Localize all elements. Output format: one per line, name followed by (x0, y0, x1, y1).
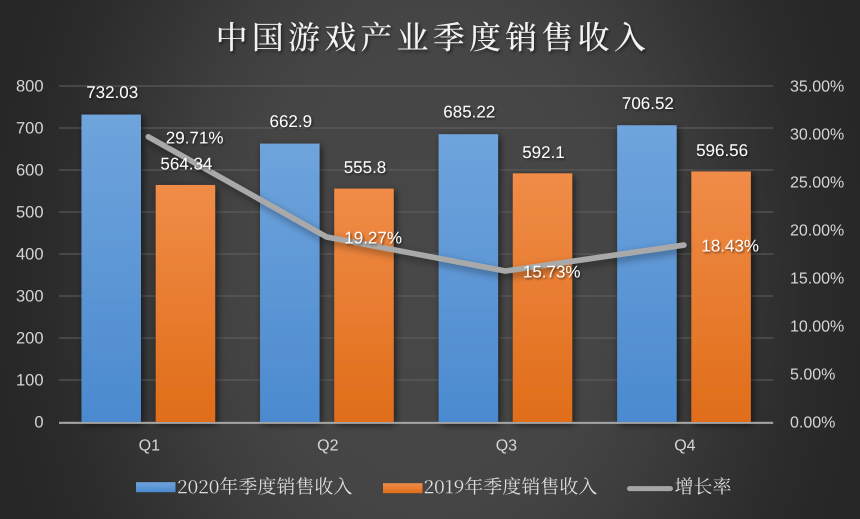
svg-text:Q4: Q4 (674, 438, 695, 455)
svg-text:600: 600 (16, 162, 44, 180)
svg-text:100: 100 (16, 372, 44, 390)
svg-text:5.00%: 5.00% (790, 367, 835, 384)
svg-text:0: 0 (34, 414, 43, 432)
svg-text:35.00%: 35.00% (790, 79, 844, 96)
svg-text:0.00%: 0.00% (790, 415, 835, 432)
svg-text:592.1: 592.1 (522, 143, 565, 162)
svg-text:15.00%: 15.00% (790, 271, 844, 288)
svg-text:29.71%: 29.71% (166, 128, 224, 147)
svg-text:700: 700 (16, 120, 44, 138)
svg-text:30.00%: 30.00% (790, 127, 844, 144)
svg-text:19.27%: 19.27% (344, 229, 402, 248)
svg-text:10.00%: 10.00% (790, 319, 844, 336)
svg-text:200: 200 (16, 330, 44, 348)
svg-text:Q3: Q3 (496, 438, 517, 455)
svg-text:732.03: 732.03 (86, 83, 138, 102)
svg-text:20.00%: 20.00% (790, 223, 844, 240)
svg-text:300: 300 (16, 288, 44, 306)
svg-text:596.56: 596.56 (696, 141, 748, 160)
svg-text:400: 400 (16, 246, 44, 264)
svg-text:15.73%: 15.73% (523, 263, 581, 282)
svg-text:Q2: Q2 (317, 438, 338, 455)
svg-text:800: 800 (16, 78, 44, 96)
svg-text:555.8: 555.8 (344, 158, 387, 177)
svg-text:685.22: 685.22 (443, 103, 495, 122)
svg-text:706.52: 706.52 (622, 94, 674, 113)
svg-text:25.00%: 25.00% (790, 175, 844, 192)
svg-text:18.43%: 18.43% (701, 237, 759, 256)
svg-text:564.34: 564.34 (160, 155, 212, 174)
svg-text:662.9: 662.9 (270, 112, 313, 131)
svg-text:Q1: Q1 (139, 438, 160, 455)
svg-text:500: 500 (16, 204, 44, 222)
